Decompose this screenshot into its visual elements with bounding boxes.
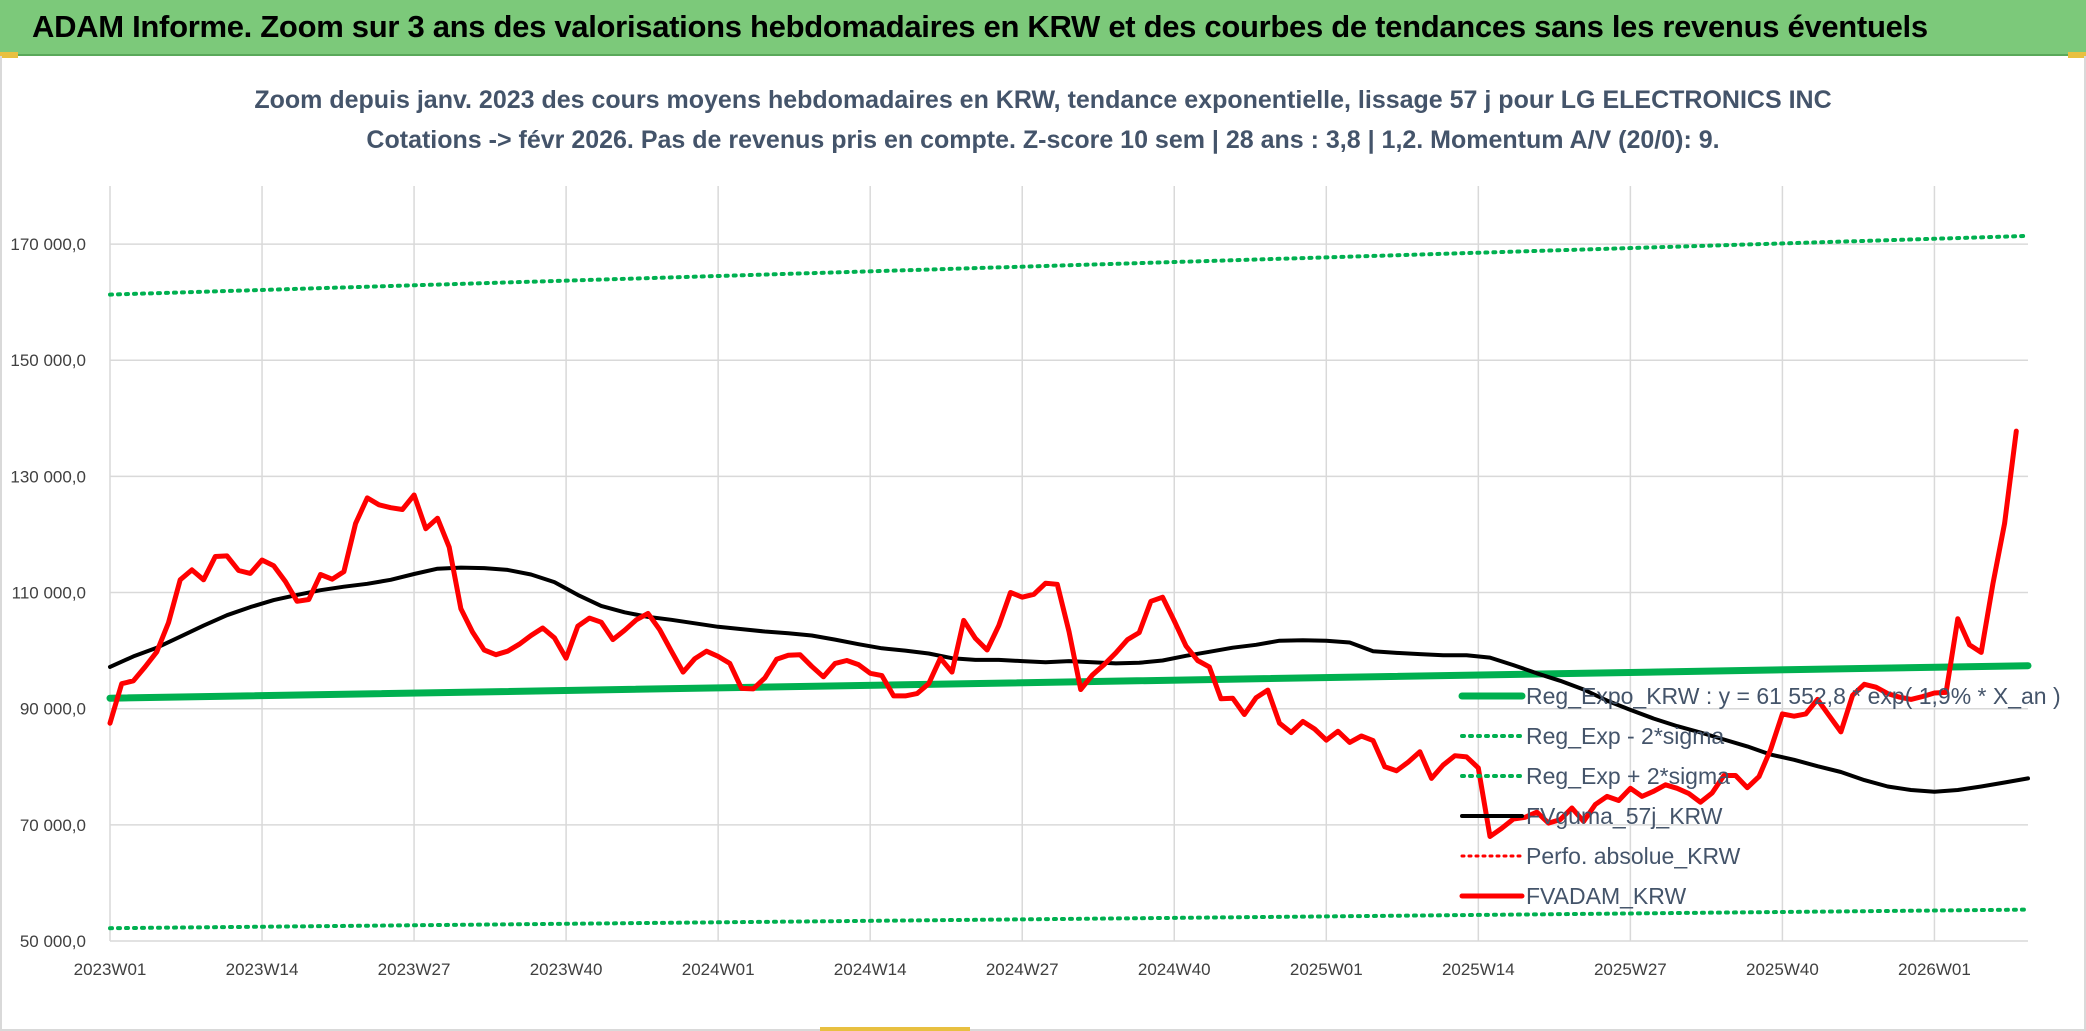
chart: Zoom depuis janv. 2023 des cours moyens … [10, 86, 2061, 979]
series-line-1 [108, 907, 2030, 931]
x-tick-label: 2023W40 [530, 960, 603, 979]
y-tick-label: 70 000,0 [20, 816, 86, 835]
series-line-2 [108, 233, 2030, 297]
y-tick-label: 110 000,0 [12, 584, 86, 603]
bottom-accent [820, 1027, 970, 1031]
vertical-gridlines [109, 186, 1936, 941]
chart-title-line2: Cotations -> févr 2026. Pas de revenus p… [366, 126, 1719, 154]
y-tick-label: 90 000,0 [20, 700, 86, 719]
horizontal-gridlines [110, 243, 2028, 942]
chart-title-line1: Zoom depuis janv. 2023 des cours moyens … [254, 86, 1831, 114]
x-tick-label: 2024W01 [682, 960, 755, 979]
y-tick-label: 150 000,0 [10, 351, 86, 370]
chart-frame [0, 56, 2086, 1031]
report-banner: ADAM Informe. Zoom sur 3 ans des valoris… [0, 0, 2086, 56]
series-line-3 [108, 565, 2030, 794]
x-tick-label: 2025W01 [1290, 960, 1363, 979]
series-line-5 [107, 428, 2019, 839]
x-tick-label: 2024W14 [834, 960, 907, 979]
legend-label: FVADAM_KRW [1526, 883, 1686, 909]
x-tick-label: 2023W01 [74, 960, 147, 979]
legend: Reg_Expo_KRW : y = 61 552,8 * exp( 1,9% … [1458, 683, 2061, 909]
x-axis-ticks: 2023W01 2023W14 2023W27 2023W40 2024W01 2024W… [74, 960, 1971, 979]
legend-label: Reg_Exp - 2*sigma [1526, 723, 1724, 749]
x-tick-label: 2026W01 [1898, 960, 1971, 979]
legend-label: Reg_Exp + 2*sigma [1526, 763, 1730, 789]
x-tick-label: 2024W40 [1138, 960, 1211, 979]
legend-label: Reg_Expo_KRW : y = 61 552,8 * exp( 1,9% … [1526, 683, 2061, 709]
y-axis-ticks: 50 000,0 70 000,0 90 000,0 110 000,0 130 000… [10, 235, 86, 951]
banner-accent-right [2068, 52, 2086, 58]
series-line-0 [106, 662, 2032, 702]
legend-label: FVguma_57j_KRW [1526, 803, 1723, 829]
x-tick-label: 2023W14 [226, 960, 299, 979]
y-tick-label: 170 000,0 [10, 235, 86, 254]
x-tick-label: 2025W27 [1594, 960, 1667, 979]
x-tick-label: 2024W27 [986, 960, 1059, 979]
y-tick-label: 50 000,0 [20, 932, 86, 951]
report-title: ADAM Informe. Zoom sur 3 ans des valoris… [32, 9, 1928, 44]
legend-label: Perfo. absolue_KRW [1526, 843, 1741, 869]
x-tick-label: 2025W14 [1442, 960, 1515, 979]
series-layer [106, 233, 2032, 931]
y-tick-label: 130 000,0 [10, 467, 86, 486]
x-tick-label: 2023W27 [378, 960, 451, 979]
x-tick-label: 2025W40 [1746, 960, 1819, 979]
banner-accent-left [0, 52, 18, 58]
